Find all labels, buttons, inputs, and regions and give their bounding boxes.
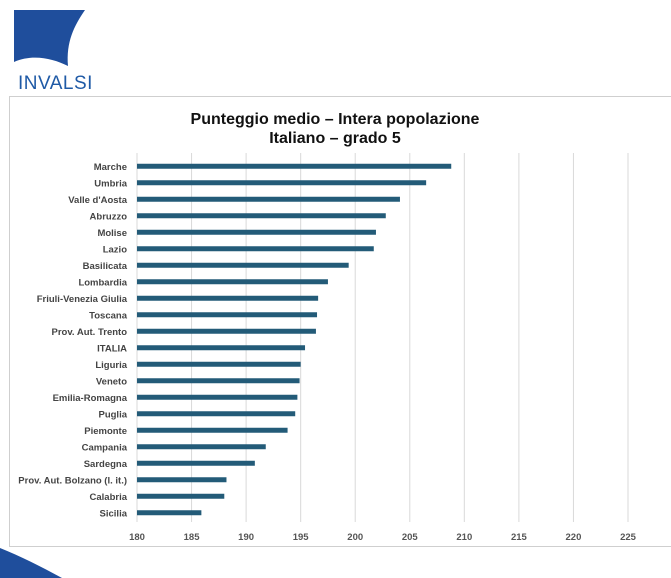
bar [137, 295, 319, 301]
category-label: Valle d'Aosta [68, 195, 127, 206]
category-label: Sicilia [100, 508, 128, 519]
bar-chart: 180 185 190 195 200 205 210 215 220 225 Marche Umbr… [18, 153, 637, 543]
x-tick-label: 225 [620, 532, 637, 543]
chart-subtitle: Italiano – grado 5 [269, 130, 401, 147]
bar [137, 411, 296, 417]
logo-text: INVALSI [18, 73, 93, 94]
bar [137, 312, 318, 318]
chart-panel: Punteggio medio – Intera popolazione Ita… [9, 96, 671, 547]
bar [137, 246, 374, 252]
bar [137, 510, 202, 516]
bar [137, 180, 427, 186]
bar [137, 394, 298, 400]
category-label: Molise [97, 228, 127, 239]
x-tick-label: 185 [184, 532, 201, 543]
category-label: Puglia [98, 409, 127, 420]
logo-mark-icon [14, 10, 85, 66]
bar [137, 477, 227, 483]
category-label: Veneto [96, 376, 127, 387]
bar [137, 361, 301, 367]
category-label: Abruzzo [90, 211, 128, 222]
x-tick-label: 210 [456, 532, 472, 543]
category-label: Prov. Aut. Bolzano (l. it.) [18, 475, 127, 486]
bar [137, 163, 452, 169]
bar [137, 378, 300, 384]
category-label: Sardegna [84, 459, 128, 470]
corner-decoration [0, 548, 62, 578]
x-tick-label: 220 [566, 532, 582, 543]
bar [137, 279, 328, 285]
bar [137, 427, 288, 433]
category-label: Calabria [90, 492, 128, 503]
bar [137, 262, 349, 268]
category-label: Prov. Aut. Trento [52, 327, 128, 338]
category-label: Toscana [89, 310, 128, 321]
x-tick-label: 200 [347, 532, 363, 543]
bar [137, 213, 386, 219]
bar [137, 345, 306, 351]
bar [137, 493, 225, 499]
x-tick-label: 215 [511, 532, 528, 543]
bar [137, 328, 316, 334]
invalsi-logo: INVALSI [14, 8, 92, 94]
category-label: Basilicata [83, 261, 128, 272]
x-tick-label: 195 [293, 532, 310, 543]
category-label: Emilia-Romagna [53, 393, 128, 404]
category-label: Liguria [95, 360, 127, 371]
category-label: ITALIA [97, 343, 127, 354]
bar [137, 229, 376, 235]
bar [137, 460, 255, 466]
x-tick-label: 180 [129, 532, 145, 543]
x-tick-label: 205 [402, 532, 419, 543]
category-label: Lazio [103, 244, 127, 255]
chart-title: Punteggio medio – Intera popolazione [190, 111, 480, 128]
bar [137, 444, 266, 450]
category-label: Friuli-Venezia Giulia [37, 294, 128, 305]
category-label: Campania [82, 442, 128, 453]
category-label: Umbria [94, 178, 127, 189]
x-tick-label: 190 [238, 532, 254, 543]
category-label: Piemonte [84, 426, 127, 437]
category-label: Marche [94, 162, 127, 173]
bar [137, 196, 400, 202]
category-label: Lombardia [78, 277, 127, 288]
